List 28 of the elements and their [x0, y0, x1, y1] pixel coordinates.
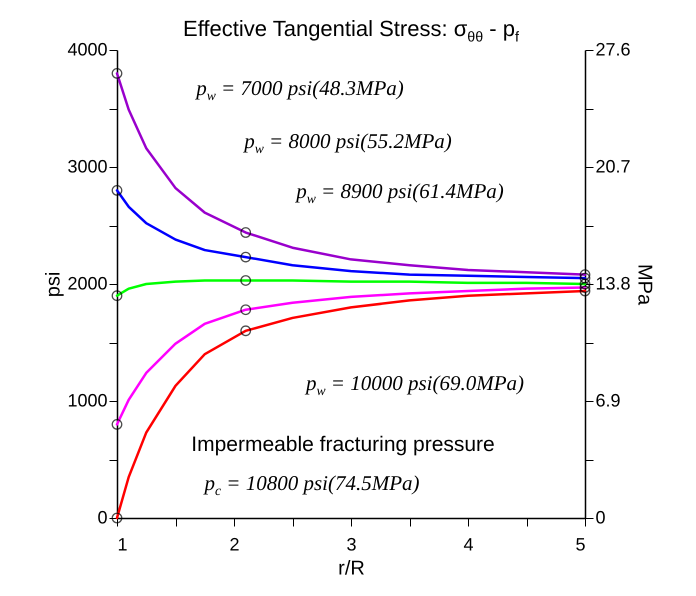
line-series — [116, 279, 586, 297]
x-tick-label: 4 — [463, 534, 474, 554]
annotation: p$_{w}$ = 7000 psi(48.3MPa) — [196, 76, 404, 104]
x-tick-label: 2 — [229, 534, 240, 554]
y2-tick-label: 13.8 — [596, 274, 631, 294]
annotation: p$_{w}$ = 8000 psi(55.2MPa) — [244, 128, 452, 158]
annotation: Impermeable fracturing pressure — [191, 433, 495, 457]
y-tick-label: 2000 — [67, 274, 108, 294]
y2-axis-title: MPa — [634, 264, 656, 306]
y-tick-label: 4000 — [67, 40, 108, 60]
y-tick-label: 0 — [97, 508, 108, 528]
x-tick-label: 3 — [346, 534, 357, 554]
annotation: p$_{w}$ = 8900 psi(61.4MPa) — [296, 178, 504, 208]
y2-tick-label: 0 — [596, 508, 606, 528]
x-axis-title: r/R — [338, 558, 365, 580]
y-tick-label: 3000 — [67, 156, 108, 176]
y2-tick-label: 27.6 — [596, 40, 631, 60]
y-axis-title: psi — [42, 272, 64, 298]
x-tick-label: 5 — [575, 534, 586, 554]
annotation: p$_{c}$ = 10800 psi(74.5MPa) — [204, 470, 420, 500]
y2-tick-label: 20.7 — [596, 156, 631, 176]
y-tick-label: 1000 — [67, 390, 108, 410]
annotation: p$_{w}$ = 10000 psi(69.0MPa) — [306, 370, 524, 400]
x-tick-label: 1 — [118, 534, 128, 554]
line-series — [116, 286, 586, 426]
line-series — [116, 72, 586, 276]
chart-title: Effective Tangential Stress: σ$_{θθ}$ - p$_{f}$ — [182, 16, 520, 46]
y2-tick-label: 6.9 — [596, 390, 621, 410]
